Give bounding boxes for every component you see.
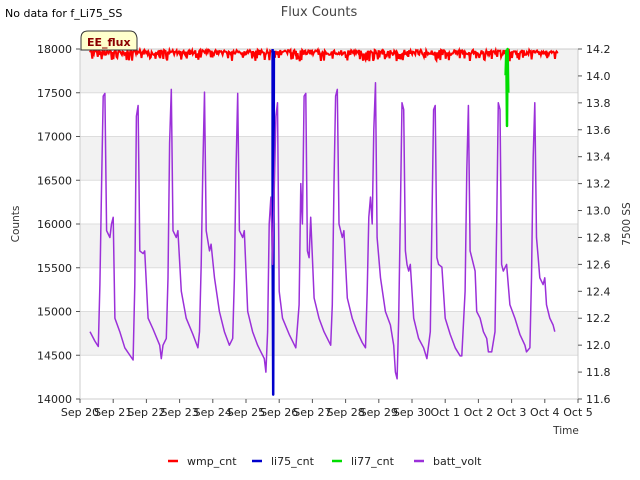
y-right-tick-label: 14.0 — [586, 70, 611, 83]
x-tick-label: Sep 21 — [94, 406, 132, 419]
y-right-tick-label: 13.4 — [586, 151, 611, 164]
plot-band — [80, 136, 578, 181]
y-right-tick-label: 11.6 — [586, 393, 611, 406]
series-batt-volt — [89, 81, 556, 380]
series-wmp-cnt — [89, 46, 559, 64]
series-li77-cnt — [504, 47, 510, 128]
y-left-tick-label: 14500 — [37, 349, 72, 362]
legend-label-li75-cnt: li75_cnt — [271, 455, 315, 468]
badge-box — [80, 30, 138, 51]
x-tick-label: Oct 1 — [430, 406, 460, 419]
y-right-tick-label: 12.2 — [586, 312, 611, 325]
ee-flux-badge: EE_flux — [80, 30, 138, 51]
legend-label-wmp-cnt: wmp_cnt — [187, 455, 237, 468]
x-tick-label: Sep 29 — [360, 406, 398, 419]
y-left-tick-label: 16000 — [37, 218, 72, 231]
y-right-tick-label: 13.6 — [586, 124, 611, 137]
y-right-tick-label: 12.4 — [586, 285, 611, 298]
x-axis-label: Time — [552, 425, 579, 437]
y-left-tick-label: 14000 — [37, 393, 72, 406]
x-tick-label: Sep 30 — [393, 406, 431, 419]
x-tick-label: Sep 27 — [293, 406, 331, 419]
y-right-tick-label: 13.8 — [586, 97, 611, 110]
x-tick-label: Sep 23 — [160, 406, 198, 419]
y-right-tick-label: 13.2 — [586, 178, 611, 191]
x-tick-label: Sep 20 — [61, 406, 99, 419]
x-tick-label: Oct 2 — [464, 406, 494, 419]
plot-bands — [80, 49, 578, 356]
x-tick-label: Sep 26 — [260, 406, 298, 419]
y-axis-label-right: 7500 SS — [621, 202, 633, 246]
y-right-tick-label: 12.8 — [586, 231, 611, 244]
x-tick-label: Oct 3 — [497, 406, 527, 419]
series-layer — [89, 46, 559, 396]
x-tick-label: Sep 24 — [194, 406, 232, 419]
y-left-tick-label: 18000 — [37, 43, 72, 56]
no-data-message: No data for f_Li75_SS — [5, 7, 123, 20]
plot-band — [80, 224, 578, 268]
x-tick-label: Sep 25 — [227, 406, 265, 419]
legend-label-batt-volt: batt_volt — [433, 455, 482, 468]
y-left-tick-label: 16500 — [37, 174, 72, 187]
y-right-tick-label: 14.2 — [586, 43, 611, 56]
y-axis-label-left: Counts — [10, 206, 22, 243]
x-tick-label: Oct 5 — [563, 406, 593, 419]
y-left-tick-label: 17000 — [37, 131, 72, 144]
y-left-tick-label: 15000 — [37, 306, 72, 319]
y-left-tick-label: 17500 — [37, 87, 72, 100]
chart-title: Flux Counts — [281, 5, 358, 20]
axes-layer: 14000 14500 15000 15500 16000 16500 17000 17500… — [37, 43, 611, 419]
legend: wmp_cnt li75_cnt li77_cnt batt_volt — [168, 455, 482, 468]
y-left-tick-label: 15500 — [37, 262, 72, 275]
x-tick-label: Sep 28 — [326, 406, 364, 419]
x-tick-label: Sep 22 — [127, 406, 165, 419]
x-tick-label: Oct 4 — [530, 406, 560, 419]
y-right-tick-label: 13.0 — [586, 205, 611, 218]
y-right-tick-label: 11.8 — [586, 366, 611, 379]
y-right-tick-label: 12.6 — [586, 258, 611, 271]
y-right-tick-label: 12.0 — [586, 339, 611, 352]
badge-label: EE_flux — [87, 36, 131, 49]
legend-label-li77-cnt: li77_cnt — [351, 455, 395, 468]
